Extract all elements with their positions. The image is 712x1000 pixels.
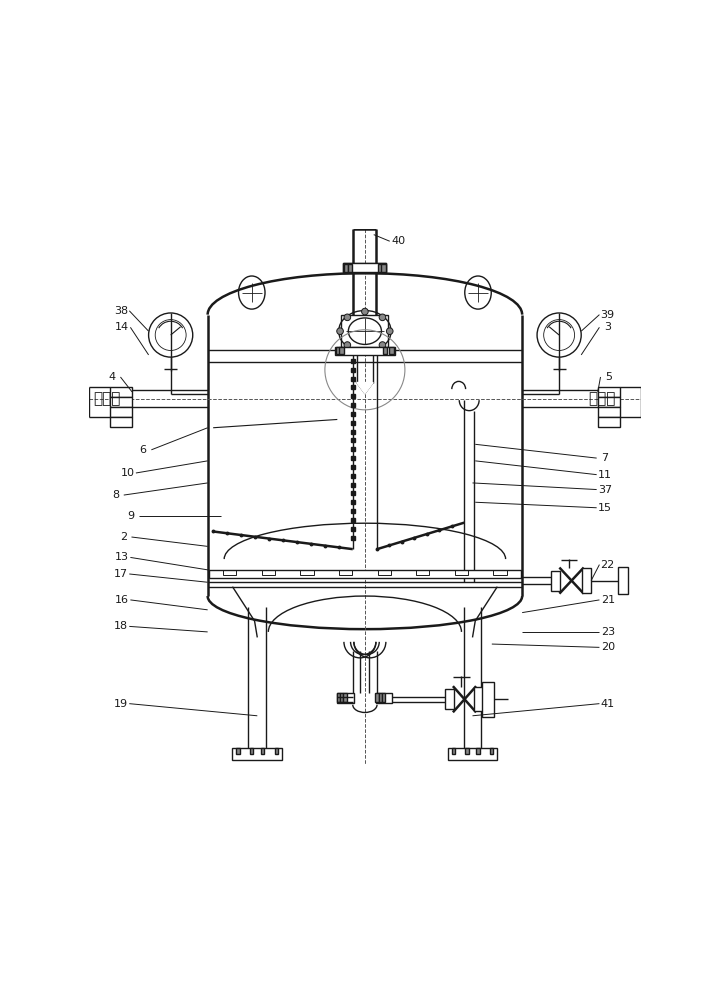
Text: 41: 41 [601,699,614,709]
Circle shape [362,308,368,315]
Text: 11: 11 [598,470,612,480]
Bar [490,748,493,754]
Bar [110,407,132,417]
Bar [343,263,387,273]
Text: 21: 21 [601,595,614,605]
Bar [232,748,282,760]
Bar [598,407,620,417]
Bar [337,693,340,702]
Bar [377,570,391,575]
Bar [476,748,480,754]
Bar [337,693,354,703]
Text: 18: 18 [114,621,128,631]
Circle shape [379,314,386,321]
Polygon shape [357,383,373,394]
Bar [448,748,497,760]
Bar [347,264,352,272]
Text: 40: 40 [391,236,405,246]
Bar [300,570,313,575]
Circle shape [337,328,343,334]
Bar [343,263,387,272]
Bar [451,748,455,754]
Text: 14: 14 [115,322,129,332]
Text: 38: 38 [114,306,128,316]
Text: 17: 17 [114,569,128,579]
Bar [383,347,387,354]
Text: 2: 2 [120,532,127,542]
Text: 4: 4 [109,372,116,382]
Bar [417,570,429,575]
Bar [342,315,388,347]
Text: 19: 19 [114,699,128,709]
Text: 37: 37 [598,485,612,495]
Bar [598,397,620,407]
Bar [110,397,132,407]
Bar [275,748,278,754]
Bar [445,689,454,709]
Bar [335,347,395,355]
Bar [582,568,590,593]
Bar [376,693,392,703]
Circle shape [387,328,393,334]
Text: 20: 20 [601,642,614,652]
Text: 16: 16 [115,595,129,605]
Text: 3: 3 [604,322,611,332]
Text: 5: 5 [605,372,612,382]
Circle shape [362,347,368,354]
Bar [382,264,386,272]
Bar [466,748,468,754]
Text: 15: 15 [598,503,612,513]
Text: 7: 7 [602,453,609,463]
Bar [493,570,507,575]
Text: 22: 22 [600,560,615,570]
Text: 13: 13 [115,552,129,562]
Bar [223,570,236,575]
Bar [343,693,347,702]
Bar [262,570,275,575]
Bar [474,687,483,711]
Text: 23: 23 [601,627,614,637]
Bar [236,748,240,754]
Text: 6: 6 [140,445,147,455]
Bar [209,570,520,578]
Bar [455,570,468,575]
Bar [389,347,394,354]
Bar [375,693,379,702]
Text: 39: 39 [601,310,614,320]
Text: 进气口: 进气口 [93,391,121,406]
Bar [336,347,340,354]
Text: 10: 10 [120,468,135,478]
Bar [340,693,343,702]
Text: 8: 8 [112,490,119,500]
Circle shape [379,342,386,348]
Bar [617,567,627,594]
Text: 9: 9 [127,511,134,521]
Bar [598,417,620,427]
Bar [377,264,382,272]
Bar [250,748,253,754]
Text: 出气口: 出气口 [588,391,616,406]
Circle shape [344,342,350,348]
Bar [261,748,264,754]
Bar [339,347,344,354]
Bar [598,387,620,397]
Bar [110,417,132,427]
Bar [344,264,348,272]
Bar [482,682,494,717]
Circle shape [344,314,350,321]
Bar [379,693,382,702]
Bar [551,571,560,591]
Bar [110,387,132,397]
Bar [382,693,385,702]
Bar [339,570,352,575]
